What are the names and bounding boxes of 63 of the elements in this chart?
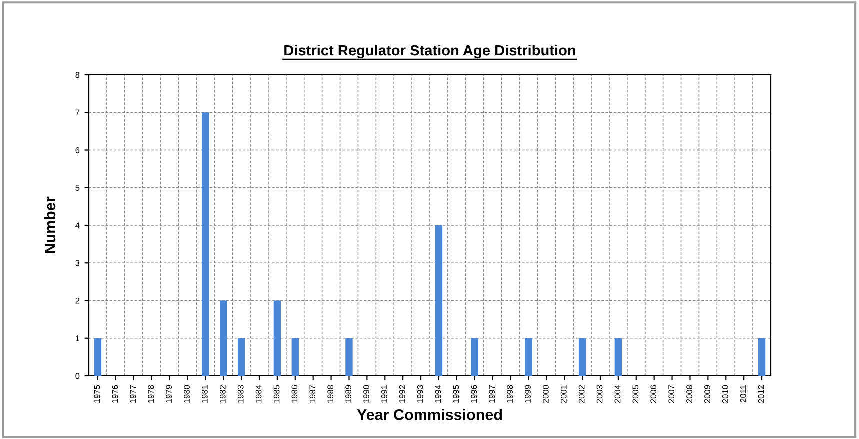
x-axis-title: Year Commissioned	[357, 409, 502, 420]
x-tick-label: 1977	[130, 385, 136, 403]
bar	[292, 338, 299, 376]
x-tick-label: 1996	[471, 385, 478, 403]
x-tick-label: 2006	[650, 385, 657, 404]
x-tick-label: 2000	[542, 385, 549, 404]
x-tick-label: 2001	[560, 385, 567, 404]
x-tick-label: 1993	[417, 385, 424, 403]
x-tick-label: 1978	[148, 385, 154, 403]
y-tick-label: 0	[76, 373, 80, 380]
bar	[471, 338, 478, 376]
bar	[758, 338, 766, 376]
x-tick-label: 1976	[112, 385, 118, 403]
x-tick-label: 1992	[399, 385, 406, 403]
x-tick-label: 1988	[328, 385, 334, 403]
x-tick-label: 2008	[686, 385, 692, 404]
x-tick-label: 1975	[94, 385, 100, 403]
x-tick-label: 1984	[256, 385, 262, 403]
x-tick-label: 1994	[435, 385, 442, 403]
x-tick-label: 1979	[166, 385, 172, 403]
chart-title: District Regulator Station Age Distribution	[284, 44, 576, 59]
bar	[94, 338, 102, 376]
x-tick-label: 2003	[596, 385, 603, 404]
y-tick-label: 7	[76, 110, 80, 116]
bar	[614, 338, 622, 376]
bar	[220, 300, 228, 376]
x-tick-label: 2011	[740, 385, 746, 403]
y-tick-label: 1	[76, 336, 80, 342]
bar	[202, 112, 210, 376]
x-tick-label: 1995	[453, 385, 460, 403]
x-tick-label: 1981	[202, 385, 208, 403]
x-tick-label: 1983	[238, 385, 244, 403]
y-tick-label: 6	[76, 147, 80, 154]
x-tick-label: 1997	[489, 385, 496, 403]
x-tick-label: 1986	[292, 385, 298, 403]
x-tick-label: 1985	[274, 385, 280, 403]
bar	[238, 338, 246, 376]
x-tick-label: 1982	[220, 385, 226, 403]
x-tick-label: 1987	[310, 385, 316, 403]
x-tick-label: 1980	[184, 385, 190, 403]
x-tick-label: 1989	[346, 385, 352, 403]
bar	[346, 338, 353, 376]
x-tick-label: 2010	[722, 385, 728, 404]
x-tick-label: 1998	[507, 385, 513, 403]
bar	[578, 338, 586, 376]
x-tick-label: 1999	[525, 385, 531, 403]
bar	[525, 338, 532, 376]
x-tick-label: 1991	[381, 385, 388, 403]
x-tick-label: 2005	[632, 385, 639, 404]
x-tick-label: 2009	[704, 385, 710, 404]
x-tick-label: 2007	[668, 385, 675, 404]
y-axis-title: Number	[44, 196, 56, 254]
y-tick-label: 4	[76, 222, 80, 229]
x-tick-label: 2004	[614, 385, 621, 404]
x-tick-label: 2002	[578, 385, 585, 404]
bar	[435, 226, 443, 376]
y-tick-label: 2	[76, 298, 80, 304]
y-tick-label: 8	[76, 72, 80, 78]
x-tick-label: 1990	[364, 385, 370, 403]
bar	[274, 300, 282, 376]
x-tick-label: 2012	[758, 385, 764, 404]
y-tick-label: 3	[76, 260, 80, 266]
y-tick-label: 5	[76, 185, 80, 191]
